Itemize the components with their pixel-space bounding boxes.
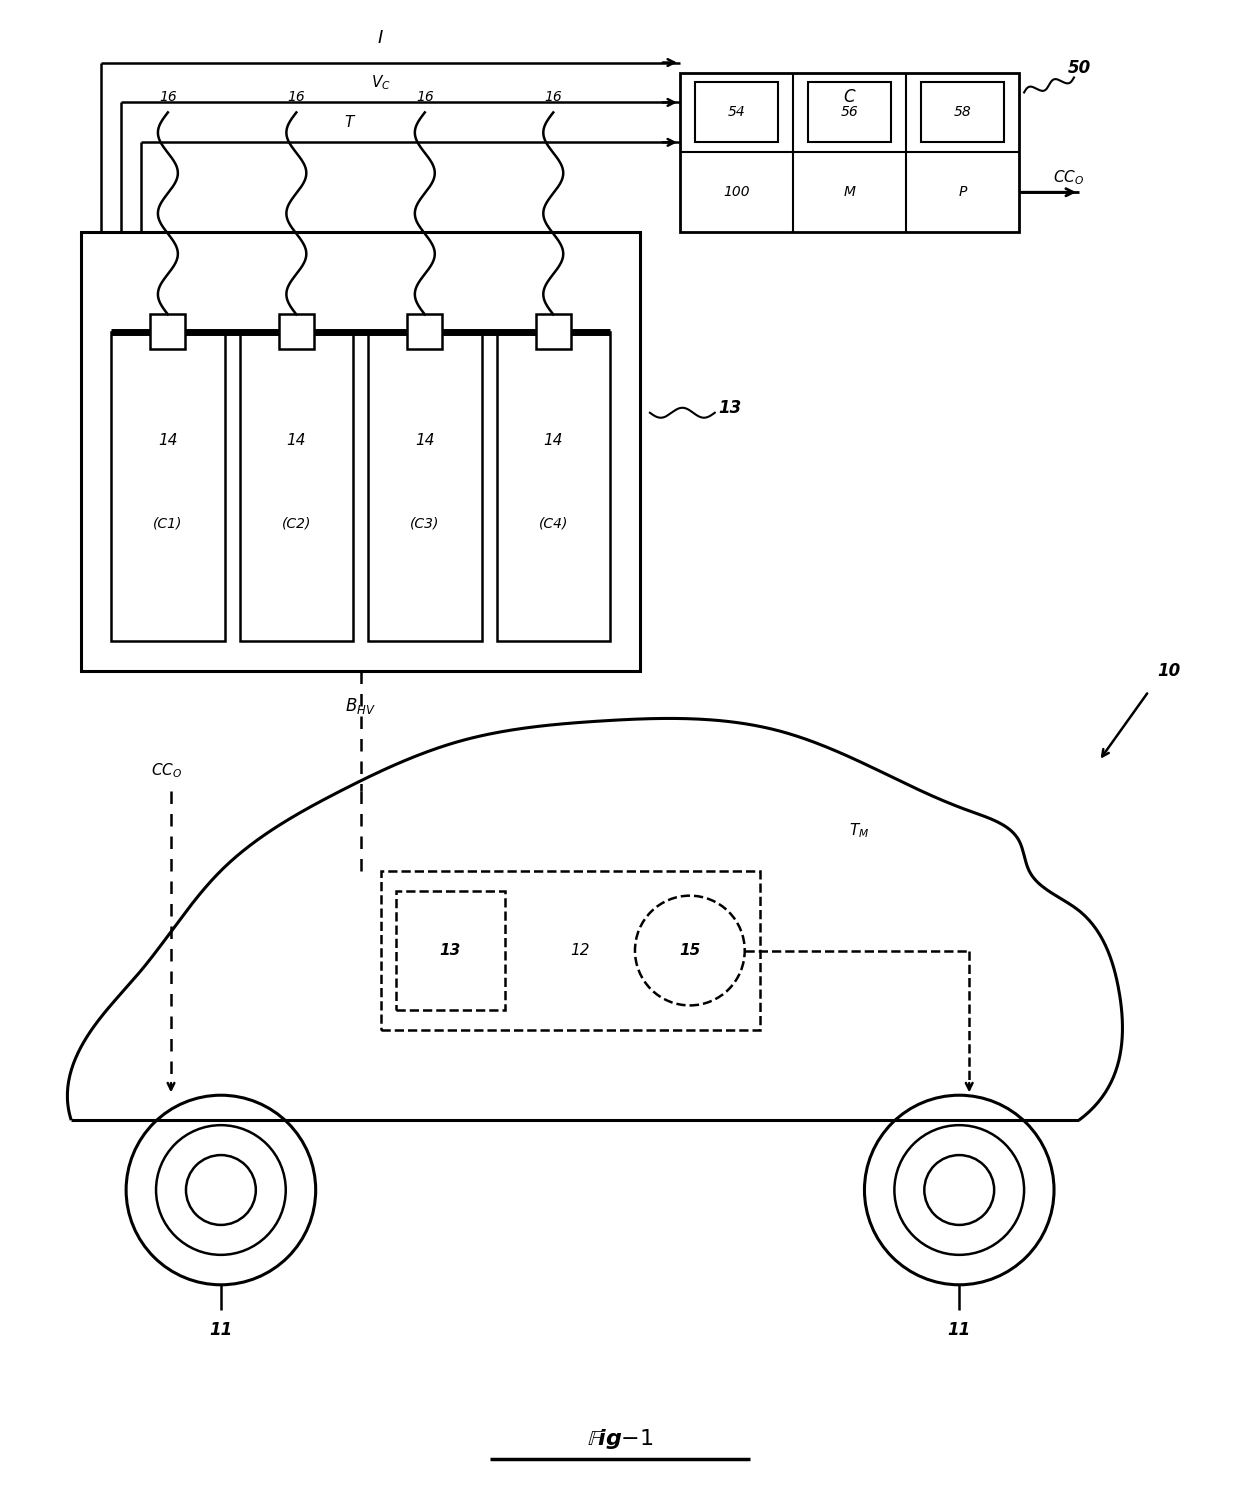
- Bar: [808, 82, 892, 142]
- Bar: [112, 332, 224, 641]
- Text: 100: 100: [723, 185, 750, 200]
- Text: 10: 10: [1157, 662, 1180, 680]
- Bar: [368, 332, 481, 641]
- Text: $I$: $I$: [377, 28, 384, 46]
- Text: $C$: $C$: [843, 88, 857, 106]
- Text: (C1): (C1): [154, 517, 182, 531]
- Text: 15: 15: [680, 942, 701, 959]
- Bar: [81, 233, 640, 671]
- Text: 16: 16: [415, 91, 434, 104]
- Text: $CC_O$: $CC_O$: [151, 762, 182, 780]
- Text: 12: 12: [570, 942, 590, 959]
- Text: $\mathbb{F}$ig$-1$: $\mathbb{F}$ig$-1$: [587, 1427, 653, 1451]
- Bar: [694, 82, 777, 142]
- Bar: [921, 82, 1004, 142]
- Text: (C4): (C4): [538, 517, 568, 531]
- Bar: [496, 332, 610, 641]
- Bar: [150, 315, 185, 349]
- Text: $T_M$: $T_M$: [849, 822, 869, 839]
- Bar: [396, 890, 505, 1011]
- Bar: [680, 73, 1019, 233]
- Text: 14: 14: [286, 432, 306, 447]
- Text: $CC_O$: $CC_O$: [1053, 168, 1085, 186]
- Bar: [239, 332, 353, 641]
- Text: $B_{HV}$: $B_{HV}$: [345, 696, 376, 716]
- Text: 50: 50: [1068, 58, 1091, 76]
- Text: 11: 11: [210, 1321, 233, 1339]
- Text: 14: 14: [159, 432, 177, 447]
- Text: 16: 16: [544, 91, 562, 104]
- Text: P: P: [959, 185, 967, 200]
- Text: 56: 56: [841, 106, 858, 119]
- Bar: [381, 871, 760, 1030]
- Bar: [536, 315, 570, 349]
- Text: M: M: [843, 185, 856, 200]
- Text: 58: 58: [954, 106, 971, 119]
- Text: 54: 54: [728, 106, 745, 119]
- Text: 13: 13: [718, 398, 742, 417]
- Text: 11: 11: [947, 1321, 971, 1339]
- Text: 14: 14: [543, 432, 563, 447]
- Bar: [408, 315, 443, 349]
- Text: $T$: $T$: [345, 115, 357, 130]
- Text: (C3): (C3): [410, 517, 439, 531]
- Text: (C2): (C2): [281, 517, 311, 531]
- Text: $V_C$: $V_C$: [371, 73, 391, 92]
- Bar: [279, 315, 314, 349]
- Text: 13: 13: [440, 942, 461, 959]
- Text: 14: 14: [415, 432, 434, 447]
- Text: 16: 16: [288, 91, 305, 104]
- Text: 16: 16: [159, 91, 177, 104]
